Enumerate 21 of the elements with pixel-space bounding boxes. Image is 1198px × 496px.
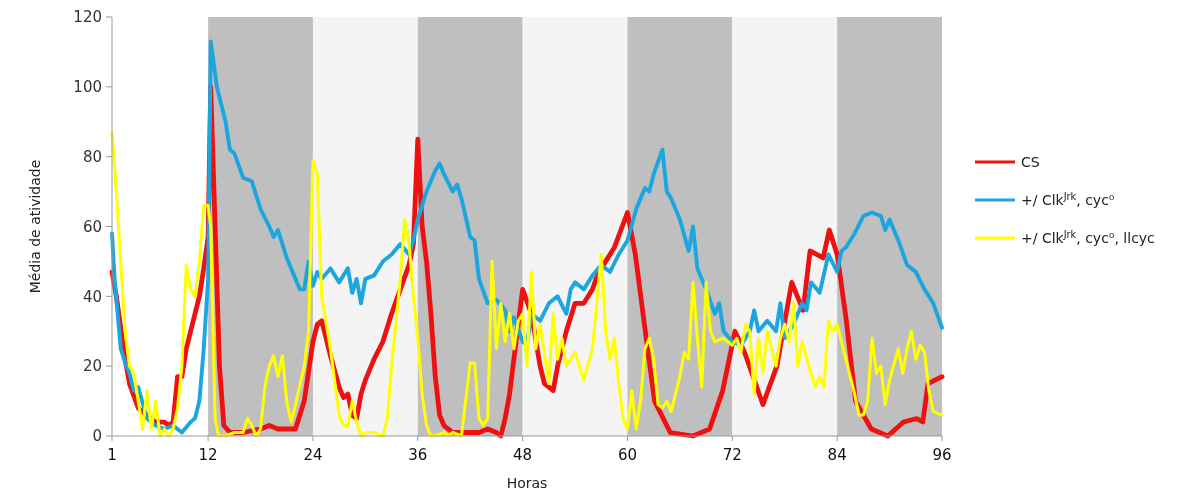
x-tick-label: 48 xyxy=(513,446,533,464)
x-tick-label: 72 xyxy=(722,446,742,464)
y-tick-label: 80 xyxy=(82,147,102,166)
x-tick-label: 24 xyxy=(303,446,323,464)
x-tick-label: 12 xyxy=(198,446,218,464)
x-tick-label: 1 xyxy=(107,446,117,464)
x-tick-label: 96 xyxy=(932,446,952,464)
x-tick-label: 84 xyxy=(827,446,847,464)
x-axis-title: Horas xyxy=(506,475,548,491)
y-axis-title: Média de atividade xyxy=(27,159,43,294)
y-tick-label: 20 xyxy=(82,357,102,376)
x-tick-label: 60 xyxy=(617,446,638,464)
x-tick-label: 36 xyxy=(408,446,428,464)
legend-label: +/ Clk$^{Jrk}$, cyc⁰, llcyc xyxy=(1021,228,1155,246)
y-tick-label: 40 xyxy=(82,287,102,306)
y-tick-label: 60 xyxy=(82,217,102,236)
legend-label: +/ Clk$^{Jrk}$, cyc⁰ xyxy=(1021,190,1115,208)
y-tick-label: 120 xyxy=(73,8,102,27)
y-tick-label: 0 xyxy=(92,427,102,446)
y-tick-label: 100 xyxy=(73,78,102,97)
legend-label: CS xyxy=(1021,153,1040,170)
